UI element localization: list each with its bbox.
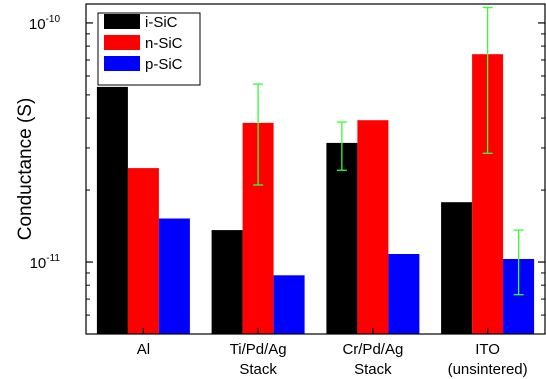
error-bars-layer xyxy=(253,6,524,296)
x-tick-label-line2-2: Stack xyxy=(354,361,392,378)
legend-label-i-SiC: i-SiC xyxy=(145,14,178,31)
legend: i-SiC n-SiC p-SiC xyxy=(97,12,201,86)
axes-layer: 10-10 10-11 Al Ti/Pd/Ag Stack Cr/Pd/Ag Stack IT… xyxy=(29,14,545,378)
y-tick-exponent-1: -11 xyxy=(46,253,60,264)
bar-i-SiC-2 xyxy=(326,142,358,334)
y-tick-label-0: 10-10 xyxy=(29,14,61,33)
legend-swatch-p-SiC xyxy=(104,56,140,71)
bar-i-SiC-3 xyxy=(441,202,473,334)
x-tick-label-line2-1: Stack xyxy=(239,361,277,378)
bar-i-SiC-1 xyxy=(211,230,243,334)
bar-p-SiC-1 xyxy=(273,275,305,334)
bar-p-SiC-0 xyxy=(158,218,190,334)
x-tick-label-line2-3: (unsintered) xyxy=(448,361,528,378)
plot-frame xyxy=(85,3,546,335)
legend-swatch-n-SiC xyxy=(104,35,140,50)
x-tick-label-0: Al xyxy=(137,341,150,358)
bar-n-SiC-0 xyxy=(127,168,159,334)
legend-label-p-SiC: p-SiC xyxy=(145,56,183,73)
legend-label-n-SiC: n-SiC xyxy=(145,35,183,52)
x-tick-label-2: Cr/Pd/Ag xyxy=(342,341,403,358)
y-tick-exponent-0: -10 xyxy=(46,14,61,25)
x-tick-label-3: ITO xyxy=(475,341,500,358)
x-tick-label-1: Ti/Pd/Ag xyxy=(230,341,287,358)
y-tick-label-1: 10-11 xyxy=(30,253,61,272)
legend-swatch-i-SiC xyxy=(104,14,140,29)
bar-n-SiC-2 xyxy=(357,120,389,334)
bar-i-SiC-0 xyxy=(96,86,128,335)
bars-layer xyxy=(96,54,535,335)
bar-p-SiC-2 xyxy=(388,254,420,334)
y-axis-title: Conductance (S) xyxy=(15,98,36,241)
